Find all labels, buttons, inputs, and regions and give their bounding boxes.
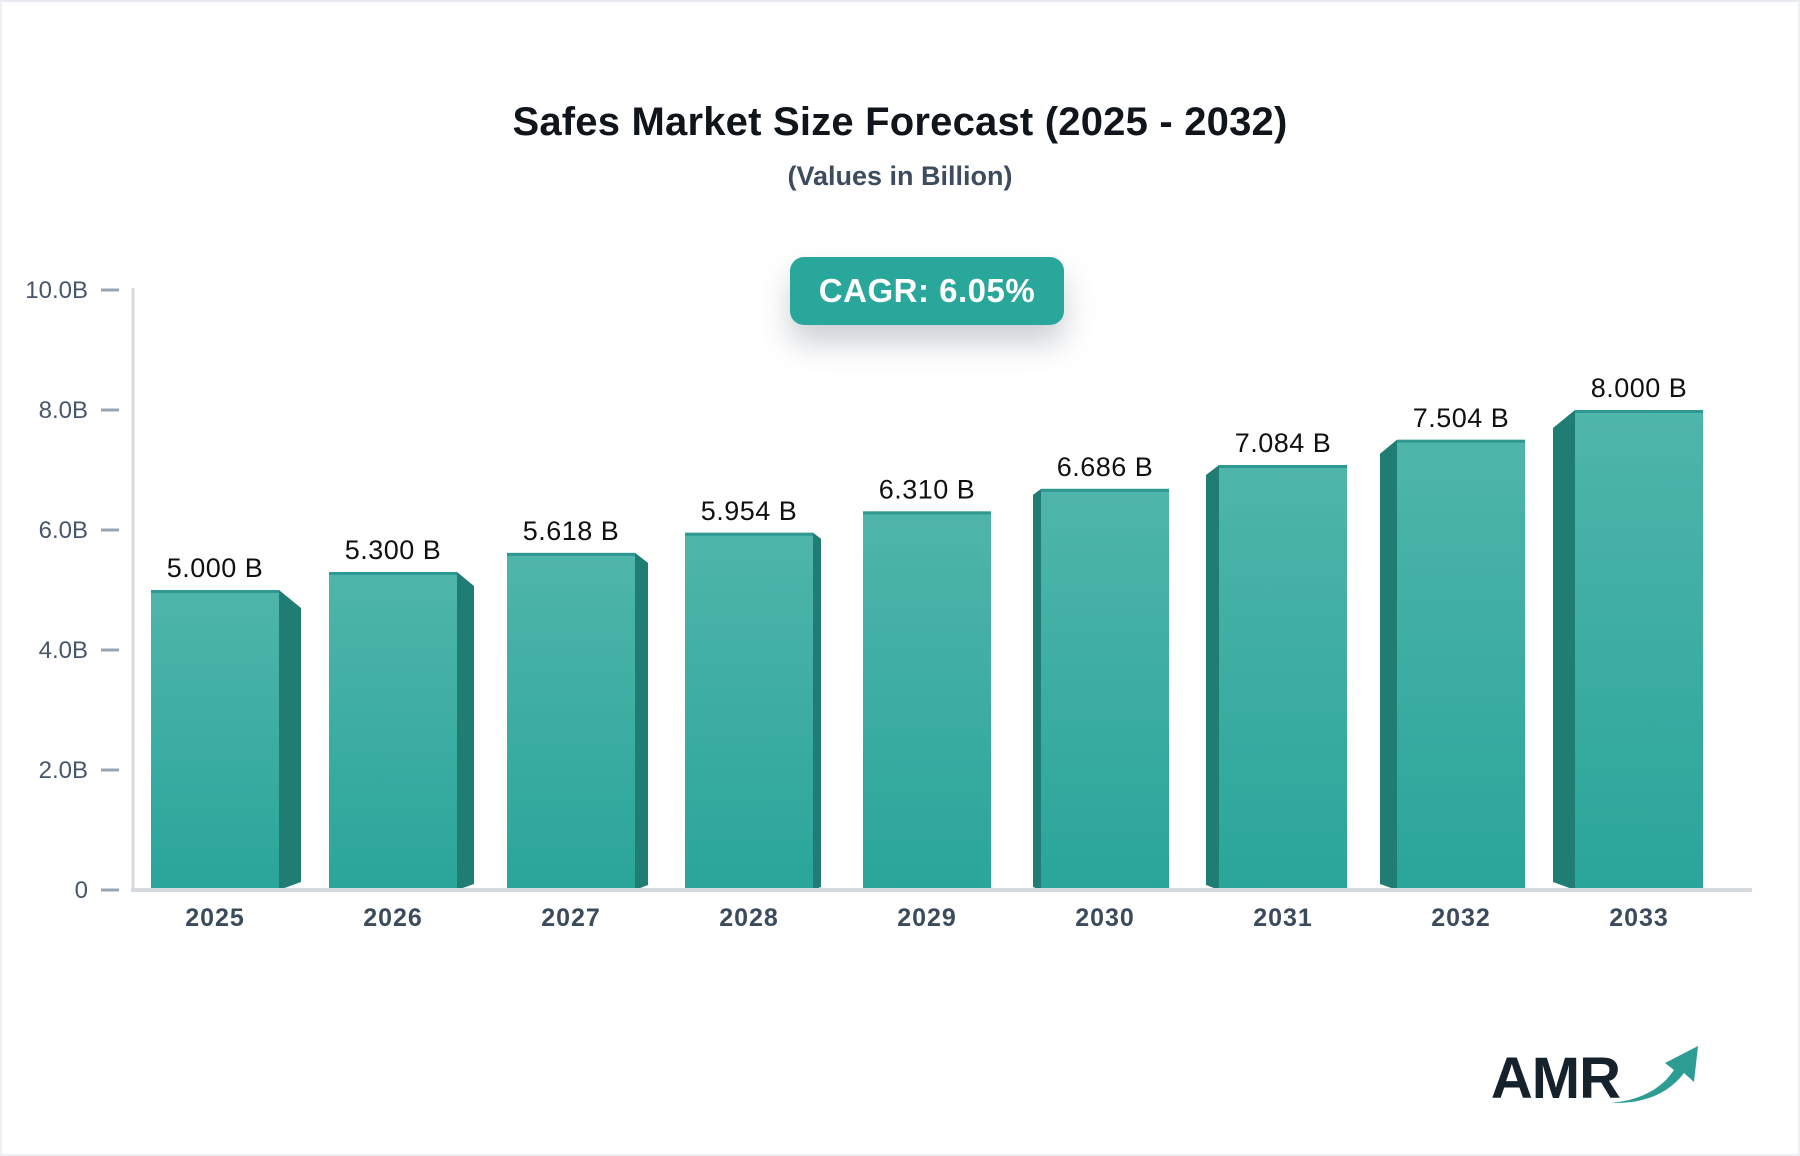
- bar-2029: 6.310 B 2029: [863, 474, 991, 932]
- chart-title: Safes Market Size Forecast (2025 - 2032): [512, 100, 1288, 144]
- x-axis-label: 2029: [897, 904, 957, 932]
- bar-value-label: 6.310 B: [879, 474, 976, 504]
- y-axis-label: 8.0B: [39, 397, 88, 424]
- bar-front-face: [1397, 439, 1525, 890]
- bar-2028: 5.954 B 2028: [685, 496, 821, 932]
- bar-2033: 8.000 B 2033: [1553, 373, 1703, 932]
- brand-logo-text: AMR: [1490, 1046, 1621, 1111]
- x-axis-label: 2033: [1609, 904, 1669, 932]
- x-axis-label: 2026: [363, 904, 423, 932]
- chart-subtitle: (Values in Billion): [787, 161, 1013, 191]
- bar-side-face: [1206, 464, 1219, 890]
- bar-value-label: 5.954 B: [701, 496, 798, 526]
- bar-front-face: [685, 532, 813, 890]
- bar-front-face: [1575, 410, 1703, 890]
- bar-value-label: 6.686 B: [1057, 452, 1154, 482]
- x-axis-label: 2028: [719, 904, 779, 932]
- bar-side-face: [813, 532, 821, 890]
- y-axis-label: 6.0B: [39, 517, 88, 544]
- y-axis-label: 2.0B: [39, 757, 88, 784]
- bar-side-face: [279, 590, 301, 890]
- chart-header: Safes Market Size Forecast (2025 - 2032)…: [2, 100, 1798, 192]
- bar-side-face: [1380, 439, 1397, 890]
- cagr-badge-label: CAGR: 6.05%: [818, 272, 1036, 309]
- x-axis-label: 2027: [541, 904, 601, 932]
- bar-value-label: 5.618 B: [523, 516, 620, 546]
- y-axis-label: 10.0B: [25, 277, 88, 304]
- bar-front-face: [151, 590, 279, 890]
- bar-front-face: [329, 572, 457, 890]
- bar-value-label: 5.300 B: [345, 535, 442, 565]
- growth-arrow-icon: [1611, 1046, 1698, 1104]
- bar-value-label: 7.084 B: [1235, 428, 1332, 458]
- brand-logo: AMR: [1491, 1040, 1702, 1108]
- cagr-badge: CAGR: 6.05%: [790, 257, 1064, 325]
- bar-2025: 5.000 B 2025: [151, 553, 301, 932]
- bar-side-face: [635, 552, 648, 890]
- bar-front-face: [863, 511, 991, 890]
- bar-side-face: [457, 572, 474, 890]
- bar-2027: 5.618 B 2027: [507, 516, 648, 932]
- y-axis-label: 0: [75, 877, 88, 904]
- x-axis-label: 2030: [1075, 904, 1135, 932]
- bar-side-face: [1553, 410, 1575, 890]
- x-axis-label: 2032: [1431, 904, 1491, 932]
- x-axis-label: 2025: [185, 904, 245, 932]
- bar-side-face: [1033, 488, 1041, 890]
- bar-value-label: 5.000 B: [167, 553, 264, 583]
- bar-2032: 7.504 B 2032: [1380, 403, 1525, 932]
- y-axis-label: 4.0B: [39, 637, 88, 664]
- bar-2026: 5.300 B 2026: [329, 535, 474, 932]
- bar-front-face: [1041, 488, 1169, 890]
- bar-2030: 6.686 B 2030: [1033, 452, 1169, 932]
- bar-front-face: [1219, 464, 1347, 890]
- bar-2031: 7.084 B 2031: [1206, 428, 1347, 932]
- x-axis-label: 2031: [1253, 904, 1313, 932]
- bar-value-label: 7.504 B: [1413, 403, 1510, 433]
- bar-front-face: [507, 552, 635, 890]
- bar-value-label: 8.000 B: [1591, 373, 1688, 403]
